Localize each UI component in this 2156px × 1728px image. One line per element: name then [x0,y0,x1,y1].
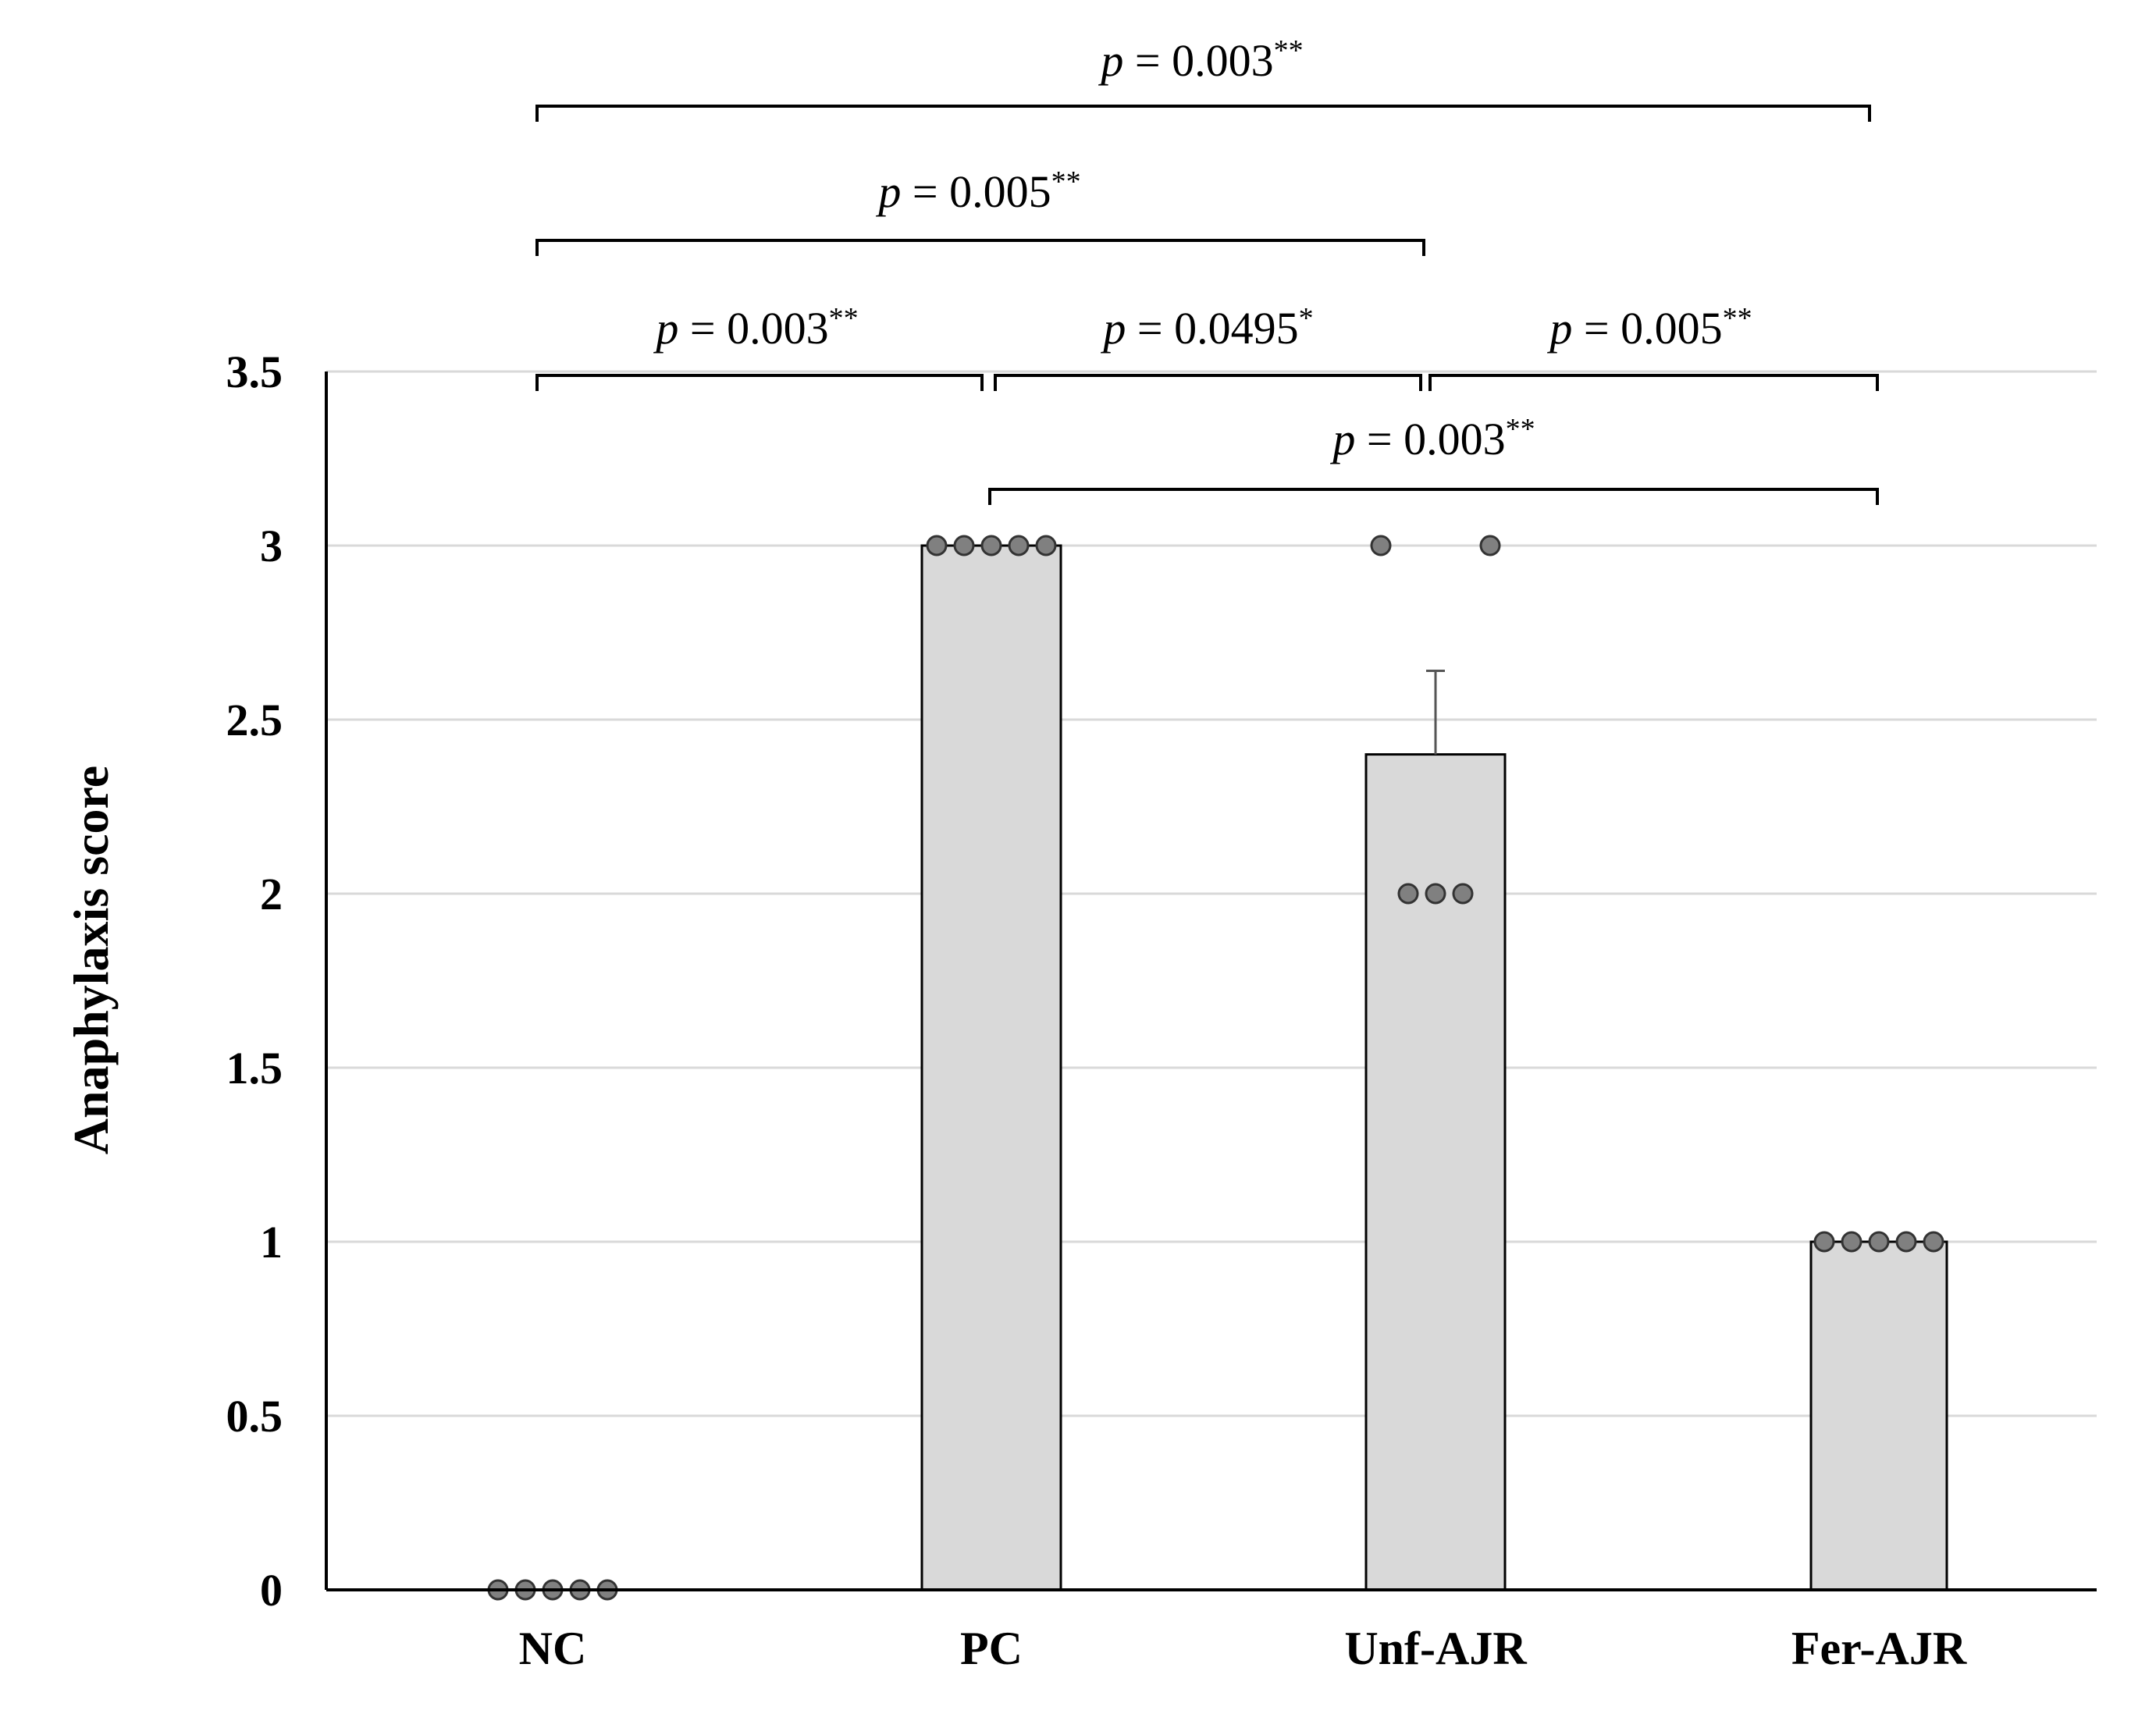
significance-brackets: p = 0.003** p = 0.0495* p = 0.005** p = 0.0… [535,34,1879,505]
data-point [1425,883,1446,905]
bar [1364,753,1507,1591]
data-point [1035,535,1057,556]
data-point [1008,535,1030,556]
y-tick-label: 2.5 [226,695,283,745]
data-point [1923,1231,1944,1253]
error-bars [1426,670,1445,755]
significance-bracket [994,374,1422,391]
y-axis-label: Anaphylaxis score [63,766,119,1154]
significance-bracket [1428,374,1879,391]
significance-bracket [535,374,984,391]
data-point [1397,883,1419,905]
significance-label: p = 0.003** [1329,413,1535,464]
x-tick-label: NC [519,1623,587,1674]
x-tick-label: Fer-AJR [1791,1623,1967,1674]
significance-label: p = 0.003** [653,302,858,354]
axes [325,372,2097,1591]
y-tick-label: 1.5 [226,1043,283,1093]
data-point [1452,883,1474,905]
significance-label: p = 0.005** [1546,302,1752,354]
data-point [953,535,975,556]
data-point [1479,535,1501,556]
data-point [980,535,1002,556]
significance-label: p = 0.0495* [1100,302,1313,354]
significance-label: p = 0.003** [1098,34,1303,86]
data-point [1370,535,1392,556]
data-points [487,535,1944,1601]
y-tick-label: 0 [260,1565,283,1616]
x-tick-labels: NC PC Unf-AJR Fer-AJR [519,1623,1967,1674]
data-point [1895,1231,1917,1253]
gridlines [326,370,2097,1417]
y-tick-labels: 0 0.5 1 1.5 2 2.5 3 3.5 [226,347,283,1616]
significance-label: p = 0.005** [875,165,1080,217]
bar [920,544,1062,1591]
y-tick-label: 2 [260,869,283,919]
y-tick-label: 0.5 [226,1391,283,1442]
significance-bracket [535,239,1425,256]
data-point [926,535,948,556]
significance-bracket [535,105,1871,122]
y-tick-label: 1 [260,1217,283,1268]
y-tick-label: 3.5 [226,347,283,397]
x-tick-label: PC [960,1623,1023,1674]
x-tick-label: Unf-AJR [1344,1623,1527,1674]
data-point [1868,1231,1890,1253]
significance-bracket [988,488,1879,505]
data-point [1841,1231,1862,1253]
data-point [1813,1231,1835,1253]
y-tick-label: 3 [260,521,283,571]
bar [1809,1240,1948,1591]
